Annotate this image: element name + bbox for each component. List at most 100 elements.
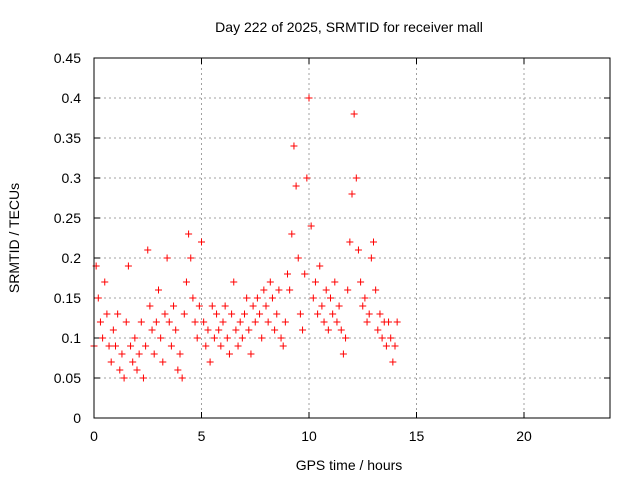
data-point (187, 254, 195, 262)
data-point (389, 358, 397, 366)
plot-frame (93, 57, 611, 419)
data-point (133, 366, 141, 374)
data-point (182, 278, 190, 286)
data-point (234, 342, 242, 350)
data-point (165, 318, 173, 326)
data-point (107, 358, 115, 366)
data-point (258, 334, 266, 342)
data-point (232, 326, 240, 334)
data-point (109, 326, 117, 334)
data-point (251, 318, 259, 326)
data-point (105, 342, 113, 350)
data-point (382, 342, 390, 350)
data-point (320, 318, 328, 326)
y-tick-label: 0.05 (54, 370, 81, 386)
data-point (167, 342, 175, 350)
y-tick-label: 0.25 (54, 210, 81, 226)
data-point (268, 294, 276, 302)
data-point (324, 326, 332, 334)
data-point (170, 302, 178, 310)
data-point (361, 294, 369, 302)
y-axis-label: SRMTID / TECUs (6, 183, 22, 293)
data-point (185, 230, 193, 238)
data-point (103, 310, 111, 318)
data-point (148, 326, 156, 334)
data-point (213, 310, 221, 318)
data-point (139, 374, 147, 382)
data-point (288, 230, 296, 238)
data-point (116, 366, 124, 374)
data-point (225, 350, 233, 358)
data-point (303, 174, 311, 182)
data-point (337, 326, 345, 334)
data-point (208, 302, 216, 310)
data-point (210, 334, 218, 342)
y-tick-label: 0.2 (62, 250, 82, 266)
data-point (163, 254, 171, 262)
data-point (305, 94, 313, 102)
data-point (354, 246, 362, 254)
data-point (357, 278, 365, 286)
data-point (256, 310, 264, 318)
data-points (90, 94, 401, 382)
data-point (174, 366, 182, 374)
data-point (284, 270, 291, 278)
y-tick-label: 0.4 (62, 90, 82, 106)
data-point (329, 310, 337, 318)
x-tick-label: 15 (409, 428, 425, 444)
data-point (122, 318, 130, 326)
y-tick-label: 0 (73, 410, 81, 426)
data-point (348, 190, 356, 198)
data-point (223, 334, 231, 342)
data-point (129, 358, 137, 366)
data-point (260, 286, 268, 294)
y-tick-label: 0.35 (54, 130, 81, 146)
data-point (176, 350, 184, 358)
data-point (157, 334, 165, 342)
data-point (299, 326, 307, 334)
data-point (370, 238, 377, 246)
data-point (378, 334, 386, 342)
data-point (215, 326, 223, 334)
data-point (238, 334, 246, 342)
data-point (131, 334, 139, 342)
data-point (333, 318, 341, 326)
x-tick-labels: 0 5 10 15 20 (90, 428, 532, 444)
data-point (198, 238, 205, 246)
data-point (296, 310, 304, 318)
data-point (245, 326, 253, 334)
data-point (247, 350, 255, 358)
data-point (372, 286, 380, 294)
data-point (290, 142, 298, 150)
data-point (339, 350, 347, 358)
data-point (311, 278, 319, 286)
data-point (387, 334, 395, 342)
data-point (94, 294, 102, 302)
chart-title: Day 222 of 2025, SRMTID for receiver mal… (215, 19, 483, 35)
data-point (393, 318, 401, 326)
data-point (152, 318, 160, 326)
y-tick-label: 0.1 (62, 330, 82, 346)
data-point (346, 238, 354, 246)
data-point (309, 294, 317, 302)
data-point (314, 310, 322, 318)
data-point (118, 350, 126, 358)
gridlines (94, 58, 610, 418)
data-point (127, 342, 135, 350)
data-point (159, 358, 167, 366)
data-point (202, 342, 210, 350)
data-point (301, 270, 309, 278)
x-tick-label: 5 (198, 428, 206, 444)
data-point (273, 310, 281, 318)
data-point (241, 310, 248, 318)
data-point (374, 326, 382, 334)
tick-marks (93, 57, 610, 419)
data-point (266, 278, 274, 286)
data-point (342, 334, 350, 342)
data-point (142, 342, 150, 350)
data-point (219, 318, 227, 326)
data-point (344, 286, 352, 294)
data-point (391, 342, 399, 350)
x-tick-label: 10 (301, 428, 317, 444)
